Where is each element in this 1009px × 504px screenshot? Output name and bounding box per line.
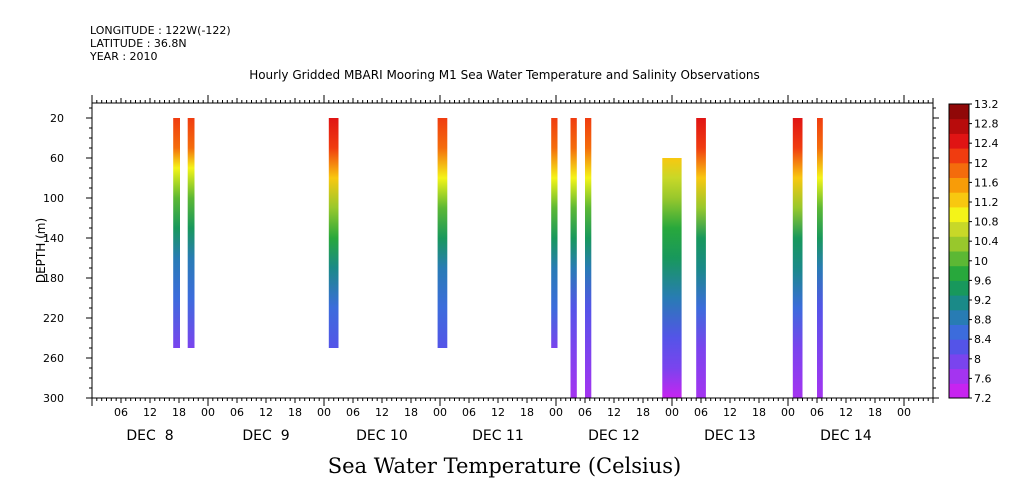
colorbar-label: 12.8 — [974, 118, 999, 131]
x-day-label: DEC 12 — [588, 428, 640, 444]
y-tick-label: 220 — [43, 312, 64, 325]
y-tick-label: 140 — [43, 232, 64, 245]
x-day-label: DEC 10 — [356, 428, 408, 444]
colorbar-swatch — [949, 177, 969, 193]
x-tick-label: 12 — [839, 406, 853, 419]
colorbar-swatch — [949, 236, 969, 252]
x-day-label: DEC 14 — [820, 428, 872, 444]
colorbar-swatch — [949, 280, 969, 296]
profile-bar — [570, 118, 577, 398]
profile-bar — [817, 118, 823, 398]
x-tick-label: 00 — [549, 406, 563, 419]
colorbar-swatch — [949, 324, 969, 340]
chart-title: Hourly Gridded MBARI Mooring M1 Sea Wate… — [249, 68, 760, 82]
colorbar-label: 12.4 — [974, 137, 999, 150]
colorbar-swatch — [949, 353, 969, 370]
colorbar-swatch — [949, 309, 969, 325]
x-tick-label: 18 — [404, 406, 418, 419]
x-tick-label: 06 — [462, 406, 476, 419]
x-tick-label: 00 — [317, 406, 331, 419]
colorbar-label: 11.6 — [974, 176, 999, 189]
colorbar-label: 13.2 — [974, 98, 999, 111]
colorbar-swatch — [949, 295, 969, 311]
y-tick-label: 20 — [50, 112, 64, 125]
x-tick-label: 18 — [752, 406, 766, 419]
x-tick-label: 06 — [810, 406, 824, 419]
colorbar-label: 8.8 — [974, 314, 992, 327]
colorbar-swatch — [949, 251, 969, 267]
x-day-label: DEC 13 — [704, 428, 756, 444]
plot-frame — [91, 102, 934, 399]
x-day-label: DEC 8 — [126, 428, 173, 444]
profile-bar — [792, 118, 803, 398]
colorbar-swatch — [949, 148, 969, 164]
x-tick-label: 00 — [201, 406, 215, 419]
x-tick-label: 12 — [607, 406, 621, 419]
profile-bar — [696, 118, 706, 398]
chart-subtitle: Sea Water Temperature (Celsius) — [327, 454, 682, 478]
colorbar-swatch — [949, 133, 969, 149]
x-tick-label: 06 — [346, 406, 360, 419]
colorbar-label: 9.2 — [974, 294, 992, 307]
colorbar-label: 10 — [974, 255, 988, 268]
colorbar-label: 9.6 — [974, 274, 992, 287]
x-tick-label: 00 — [897, 406, 911, 419]
colorbar-swatch — [949, 118, 969, 134]
y-tick-label: 100 — [43, 192, 64, 205]
colorbar-label: 8 — [974, 353, 981, 366]
x-tick-label: 12 — [259, 406, 273, 419]
x-tick-label: 00 — [665, 406, 679, 419]
y-tick-label: 300 — [43, 392, 64, 405]
colorbar-swatch — [949, 383, 969, 399]
colorbar-label: 10.4 — [974, 235, 999, 248]
x-day-label: DEC 9 — [242, 428, 289, 444]
colorbar-swatch — [949, 221, 969, 237]
x-tick-label: 18 — [636, 406, 650, 419]
x-tick-label: 18 — [172, 406, 186, 419]
x-tick-label: 06 — [230, 406, 244, 419]
colorbar-swatch — [949, 192, 969, 208]
x-tick-label: 00 — [433, 406, 447, 419]
x-tick-label: 06 — [578, 406, 592, 419]
year-label: YEAR : 2010 — [90, 50, 158, 63]
x-tick-label: 06 — [694, 406, 708, 419]
colorbar-swatch — [949, 339, 969, 355]
x-tick-label: 12 — [723, 406, 737, 419]
latitude-label: LATITUDE : 36.8N — [90, 37, 187, 50]
colorbar-label: 12 — [974, 157, 988, 170]
longitude-label: LONGITUDE : 122W(-122) — [90, 24, 231, 37]
x-tick-label: 12 — [375, 406, 389, 419]
x-tick-label: 06 — [114, 406, 128, 419]
x-tick-label: 00 — [781, 406, 795, 419]
y-tick-label: 180 — [43, 272, 64, 285]
profile-bar — [187, 118, 195, 348]
colorbar-swatch — [949, 265, 969, 281]
colorbar-swatch — [949, 206, 969, 223]
colorbar-label: 7.2 — [974, 392, 992, 405]
profile-bar — [173, 118, 180, 348]
y-axis-label: DEPTH (m) — [34, 218, 48, 283]
profile-bar — [551, 118, 558, 348]
profile-bar — [328, 118, 339, 348]
y-tick-label: 260 — [43, 352, 64, 365]
x-tick-label: 12 — [491, 406, 505, 419]
colorbar-label: 10.8 — [974, 216, 999, 229]
x-day-label: DEC 11 — [472, 428, 524, 444]
x-tick-label: 18 — [868, 406, 882, 419]
profile-bar — [437, 118, 448, 348]
colorbar-label: 8.4 — [974, 333, 992, 346]
x-tick-label: 18 — [288, 406, 302, 419]
y-tick-label: 60 — [50, 152, 64, 165]
colorbar-label: 7.6 — [974, 372, 992, 385]
profile-bar — [662, 158, 682, 398]
x-tick-label: 12 — [143, 406, 157, 419]
colorbar-label: 11.2 — [974, 196, 999, 209]
colorbar-swatch — [949, 104, 969, 120]
colorbar-swatch — [949, 162, 969, 178]
colorbar-swatch — [949, 368, 969, 384]
profile-bar — [585, 118, 592, 398]
x-tick-label: 18 — [520, 406, 534, 419]
colorbar-frame — [948, 103, 970, 399]
